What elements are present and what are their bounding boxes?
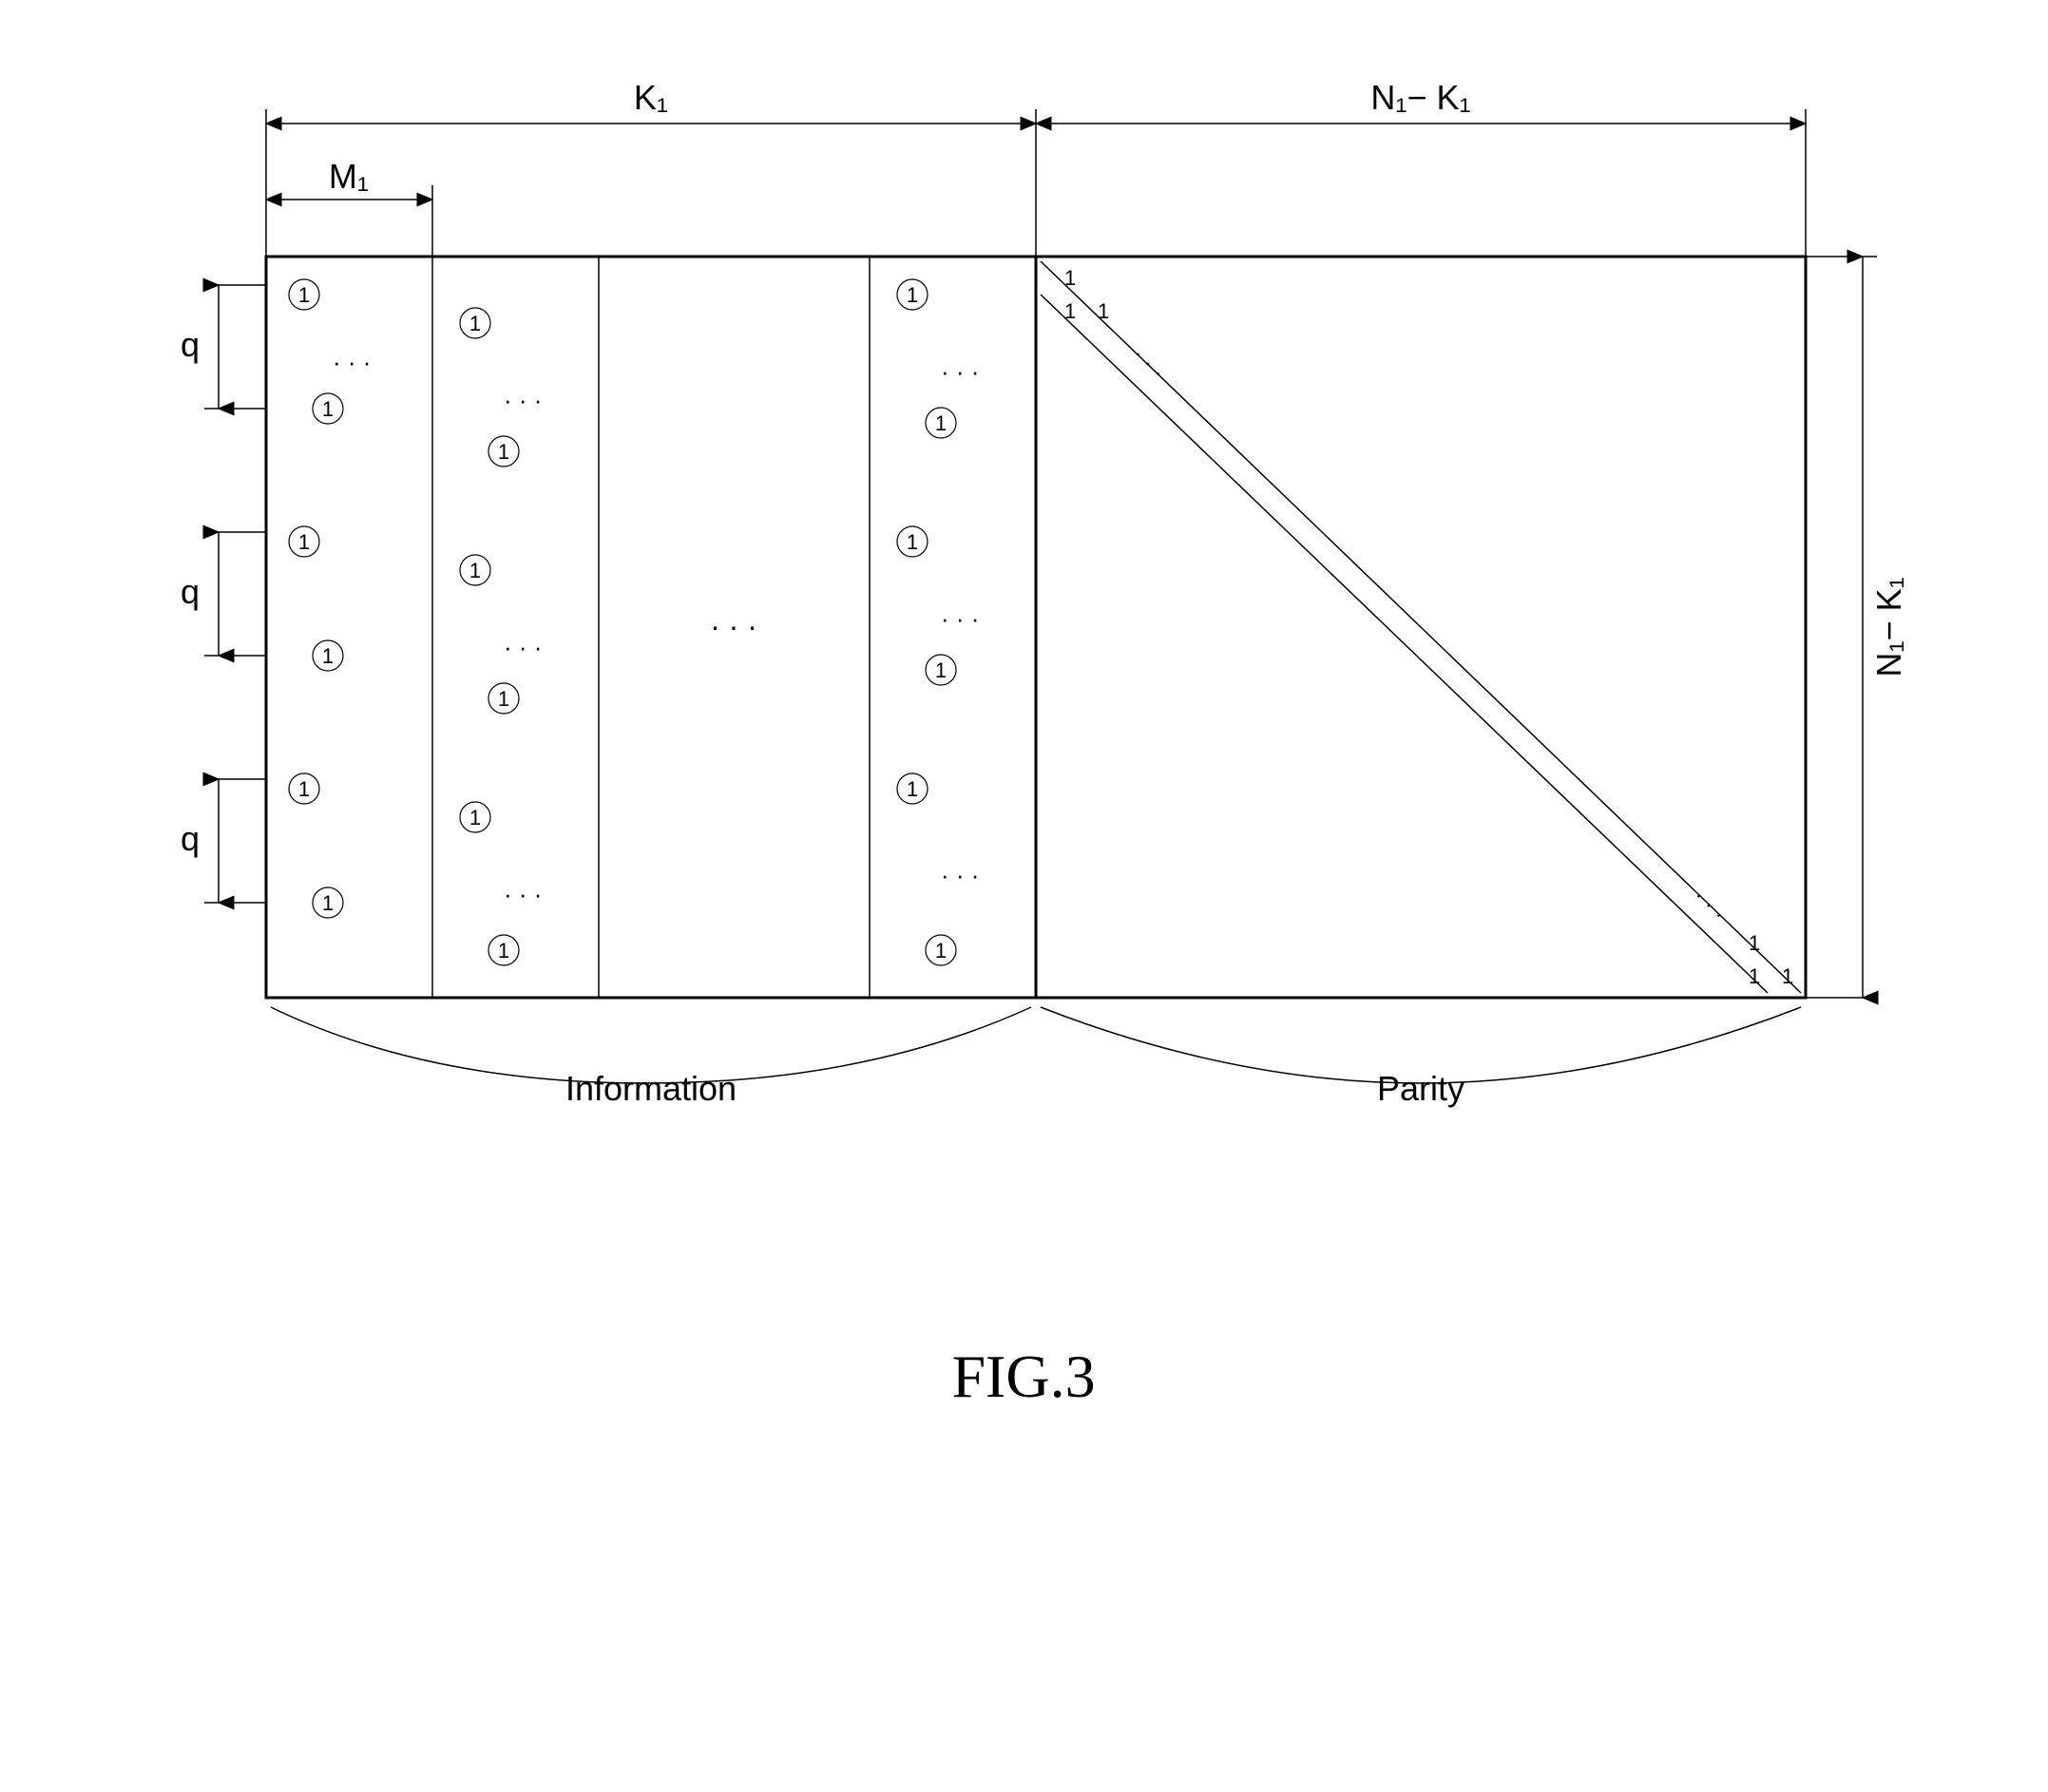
label-N1-K1-top: N₁− K₁ bbox=[1370, 78, 1470, 117]
svg-text:1: 1 bbox=[1749, 931, 1760, 955]
svg-text:1: 1 bbox=[498, 939, 509, 963]
svg-text:· · ·: · · · bbox=[504, 880, 542, 908]
label-q2: q bbox=[181, 572, 200, 611]
svg-text:1: 1 bbox=[298, 777, 310, 801]
svg-text:· · ·: · · · bbox=[333, 348, 371, 376]
sub-dimension-M1: M₁ bbox=[266, 157, 432, 257]
svg-text:1: 1 bbox=[907, 283, 918, 307]
svg-text:1: 1 bbox=[322, 891, 334, 915]
diagram-container: K₁ N₁− K₁ M₁ N₁− K₁ q bbox=[0, 0, 2048, 1792]
svg-text:1: 1 bbox=[1064, 299, 1076, 323]
svg-text:1: 1 bbox=[907, 530, 918, 554]
svg-text:1: 1 bbox=[498, 440, 509, 464]
label-information: Information bbox=[565, 1069, 737, 1108]
svg-text:1: 1 bbox=[1098, 299, 1109, 323]
label-N1-K1-right: N₁− K₁ bbox=[1869, 577, 1908, 677]
label-q3: q bbox=[181, 819, 200, 858]
right-dimension-N1-K1: N₁− K₁ bbox=[1806, 257, 1908, 998]
bottom-braces bbox=[271, 1007, 1801, 1083]
svg-text:1: 1 bbox=[322, 644, 334, 668]
svg-text:1: 1 bbox=[469, 312, 481, 335]
svg-text:1: 1 bbox=[1749, 964, 1760, 988]
svg-text:· · ·: · · · bbox=[504, 386, 542, 414]
svg-text:1: 1 bbox=[298, 283, 310, 307]
svg-text:1: 1 bbox=[935, 658, 947, 682]
svg-text:· · ·: · · · bbox=[1127, 342, 1171, 385]
parity-dual-diagonal: 1 1 1 · · · 1 1 1 · · · bbox=[1041, 261, 1801, 993]
svg-text:1: 1 bbox=[1064, 266, 1076, 290]
label-M1: M₁ bbox=[329, 157, 369, 196]
svg-text:· · ·: · · · bbox=[941, 861, 979, 889]
svg-text:1: 1 bbox=[322, 397, 334, 421]
q-dimensions: q q q bbox=[181, 285, 266, 903]
figure-caption: FIG.3 bbox=[951, 1343, 1095, 1410]
label-parity: Parity bbox=[1377, 1069, 1464, 1108]
svg-text:1: 1 bbox=[298, 530, 310, 554]
label-K1: K₁ bbox=[634, 78, 668, 117]
svg-text:· · ·: · · · bbox=[941, 357, 979, 386]
svg-text:· · ·: · · · bbox=[504, 633, 542, 661]
svg-text:1: 1 bbox=[1782, 964, 1793, 988]
svg-text:1: 1 bbox=[935, 939, 947, 963]
cols-ellipsis: · · · bbox=[710, 609, 757, 643]
svg-text:1: 1 bbox=[935, 411, 947, 435]
label-q1: q bbox=[181, 325, 200, 364]
info-column-dividers bbox=[432, 257, 870, 998]
circled-ones: 1 1 · · · 1 1 1 1 1 1 · · · 1 1 · · · 1 … bbox=[289, 279, 979, 965]
ldpc-matrix-diagram: K₁ N₁− K₁ M₁ N₁− K₁ q bbox=[0, 0, 2048, 1792]
svg-text:1: 1 bbox=[469, 806, 481, 829]
svg-text:1: 1 bbox=[907, 777, 918, 801]
svg-text:· · ·: · · · bbox=[941, 604, 979, 633]
svg-text:1: 1 bbox=[469, 559, 481, 582]
top-dimension-N1-K1: N₁− K₁ bbox=[1036, 78, 1806, 257]
top-dimension-K1: K₁ bbox=[266, 78, 1036, 257]
svg-text:1: 1 bbox=[498, 687, 509, 711]
